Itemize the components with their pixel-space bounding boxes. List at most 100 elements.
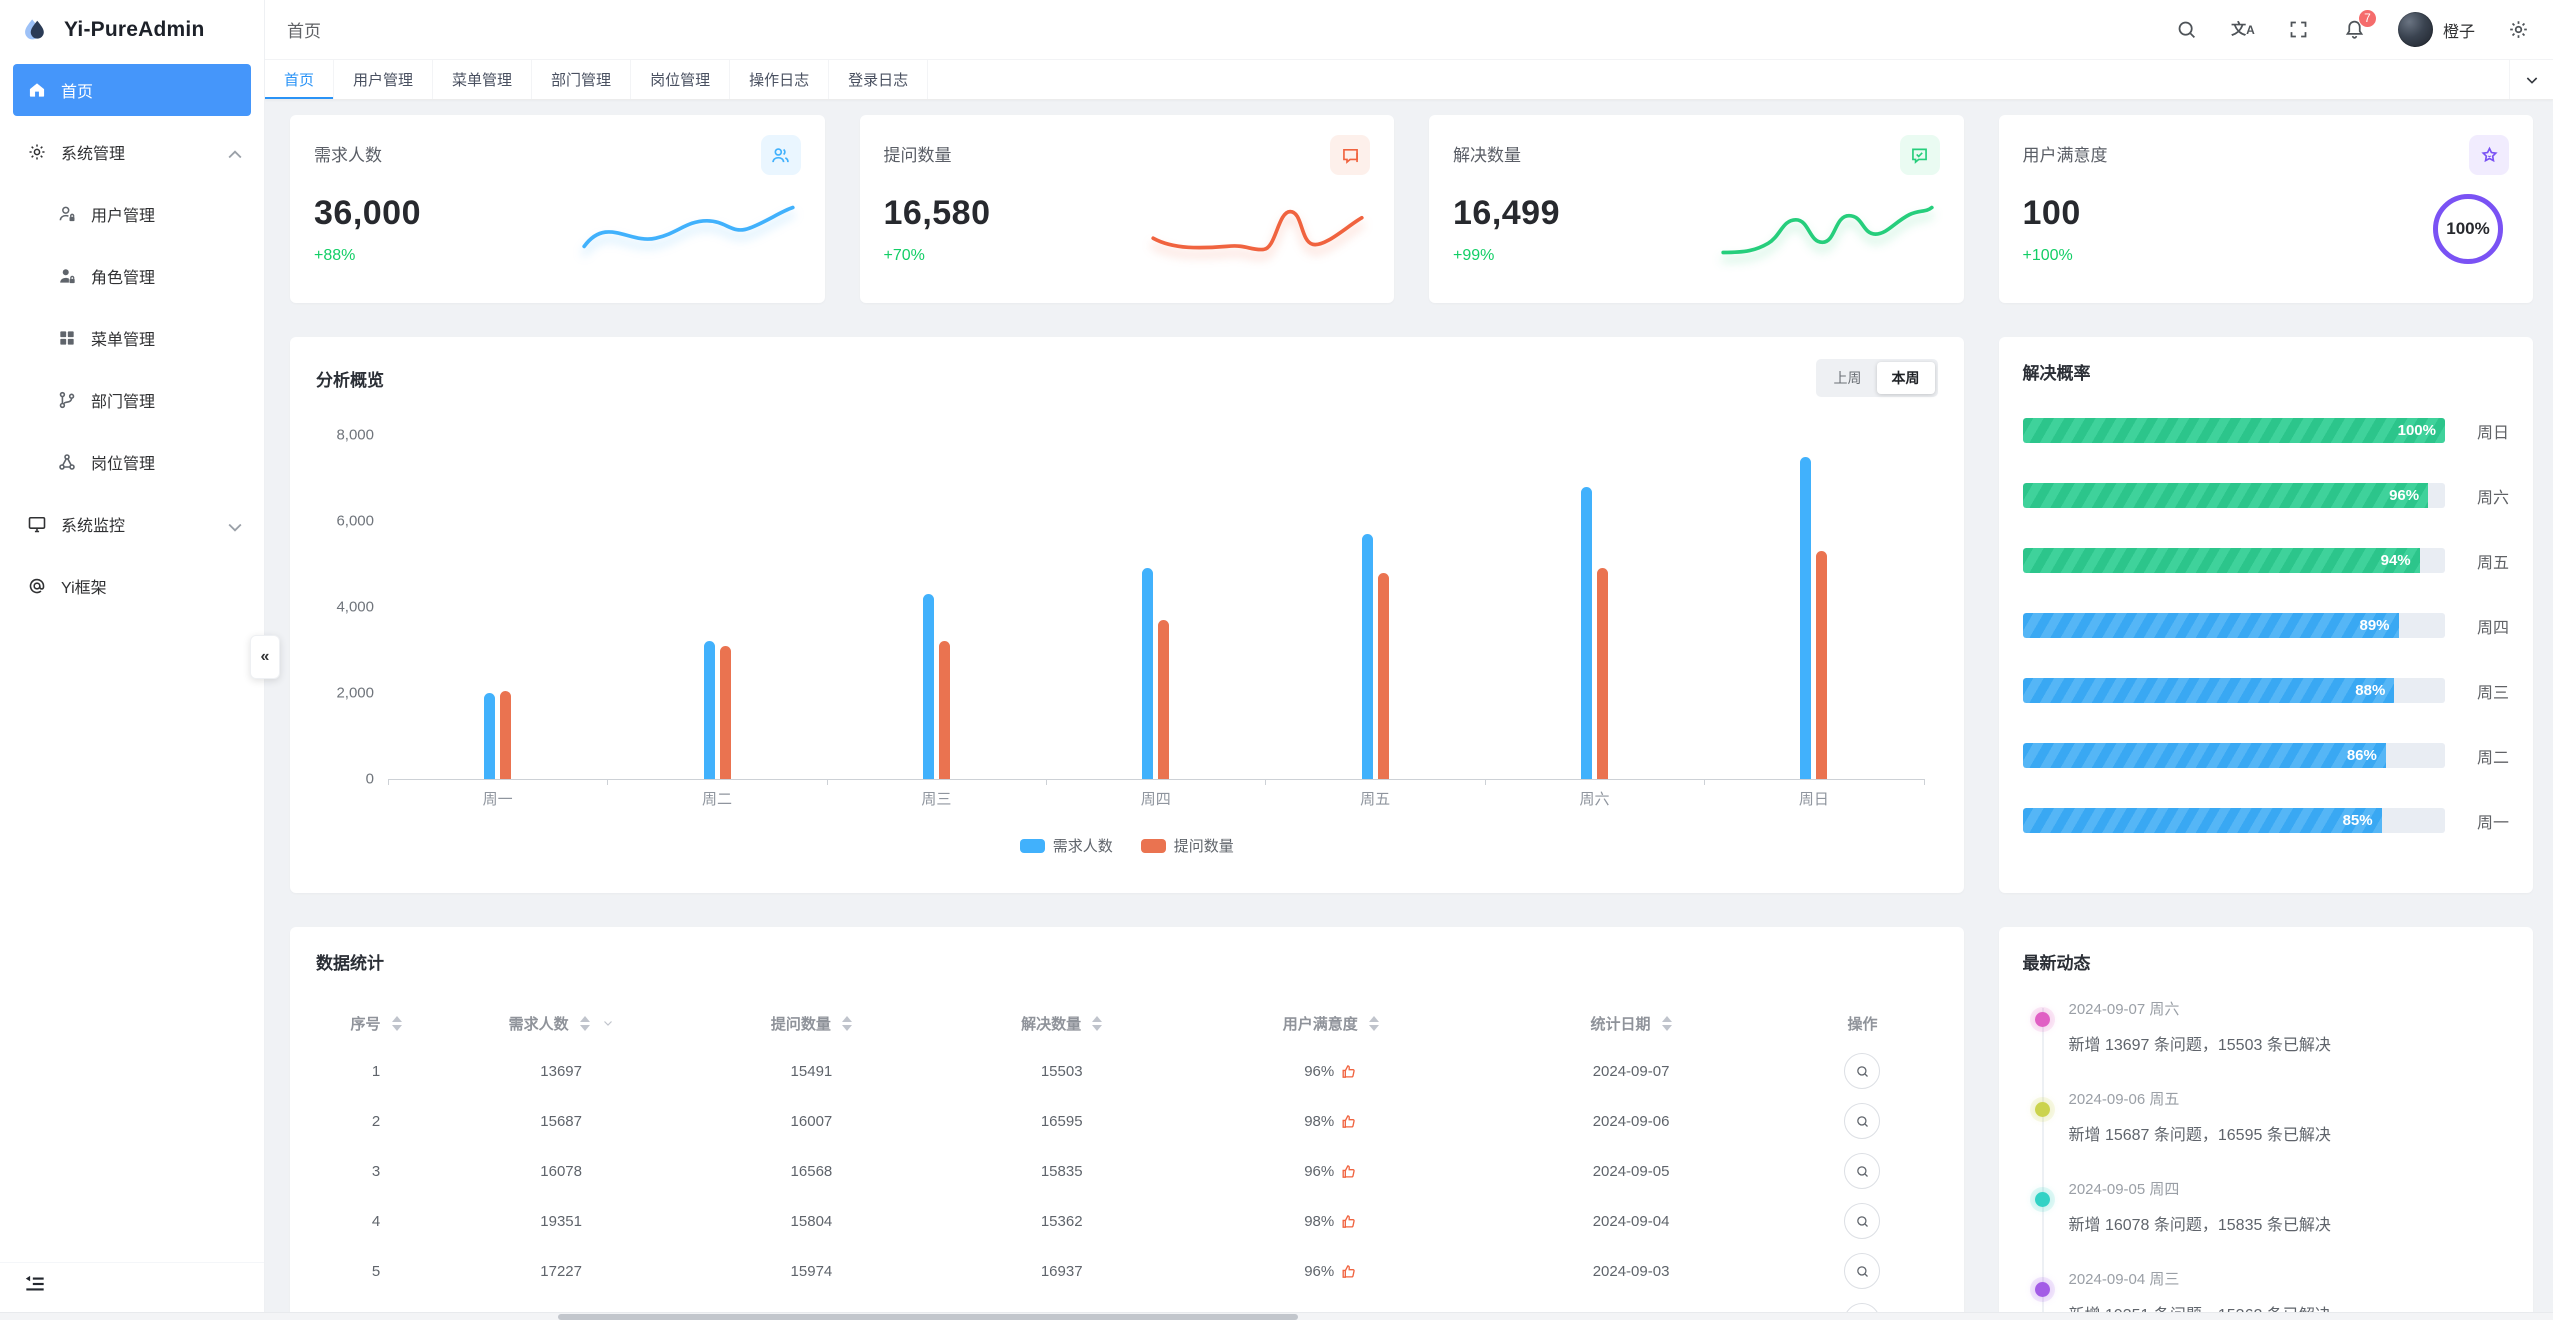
stat-value: 16,499 — [1453, 193, 1560, 232]
settings-gear-icon[interactable] — [2505, 17, 2531, 43]
chat-icon — [1330, 135, 1370, 175]
username: 橙子 — [2442, 23, 2475, 41]
sidebar-item-0[interactable]: 首页 — [13, 64, 251, 116]
solve-title: 解决概率 — [2022, 364, 2091, 383]
view-detail-button[interactable] — [1844, 1203, 1881, 1239]
solve-probability-rows: 100% 周日 96% 周六 94% 周五 89% 周四 88% 周三 86% … — [2022, 418, 2509, 833]
search-icon[interactable] — [2174, 17, 2200, 43]
sort-carets[interactable] — [1368, 1015, 1379, 1031]
cell-date: 2024-09-07 — [1592, 1062, 1670, 1080]
column-header-3[interactable]: 解决数量 — [937, 1013, 1187, 1034]
tab-4[interactable]: 岗位管理 — [631, 60, 731, 99]
progress-day-label: 周三 — [2476, 684, 2509, 702]
horizontal-scrollbar-thumb[interactable] — [558, 1314, 1298, 1320]
menu-fold-icon[interactable] — [22, 1271, 48, 1297]
x-axis-label: 周一 — [482, 791, 513, 808]
sidebar: Yi-PureAdmin 首页 系统管理 用户管理 角色管理 菜单管理 部门管理… — [0, 0, 280, 1320]
thumb-up-icon — [1340, 1213, 1357, 1230]
role-icon — [57, 266, 77, 286]
sidebar-subitem-1-0[interactable]: 用户管理 — [13, 188, 251, 240]
table-title: 数据统计 — [316, 954, 384, 973]
tab-1[interactable]: 用户管理 — [334, 60, 434, 99]
bell-icon[interactable]: 7 — [2342, 8, 2377, 43]
tabs-dropdown-chevron-icon[interactable] — [2509, 60, 2553, 99]
bar-提问数量-周六 — [1596, 568, 1608, 779]
satisfaction-ring: 100% — [2433, 194, 2503, 264]
progress-track: 88% — [2022, 678, 2445, 703]
bar-提问数量-周三 — [938, 641, 950, 779]
toggle-this-week[interactable]: 本周 — [1876, 362, 1935, 394]
sidebar-collapse-handle[interactable]: « — [250, 635, 280, 679]
column-header-5[interactable]: 统计日期 — [1475, 1013, 1788, 1034]
fullscreen-icon[interactable] — [2286, 17, 2312, 43]
cell-satisfaction: 98% — [1187, 1113, 1475, 1130]
table-row-2: 2 15687 16007 16595 98% 2024-09-06 — [316, 1096, 1938, 1146]
column-header-0[interactable]: 序号 — [316, 1013, 436, 1034]
toggle-last-week[interactable]: 上周 — [1833, 370, 1862, 386]
sidebar-item-3[interactable]: Yi框架 — [13, 560, 251, 612]
sort-carets[interactable] — [391, 1015, 402, 1031]
progress-day-label: 周日 — [2476, 424, 2509, 442]
solve-row-周一: 85% 周一 — [2022, 808, 2509, 833]
progress-percent: 88% — [2355, 682, 2386, 699]
user-menu[interactable]: 橙子 — [2397, 12, 2475, 47]
stat-card-questions: 提问数量 16,580 +70% — [859, 115, 1394, 303]
sidebar-subitem-1-1[interactable]: 角色管理 — [13, 250, 251, 302]
sidebar-subitem-1-2[interactable]: 菜单管理 — [13, 312, 251, 364]
cell-question: 16007 — [790, 1112, 833, 1130]
legend-提问数量[interactable]: 提问数量 — [1140, 835, 1234, 856]
stat-card-satisfaction: 用户满意度 100 +100% 100% — [1998, 115, 2533, 303]
progress-fill: 89% — [2022, 613, 2399, 638]
satisfaction-value: 96% — [1304, 1062, 1335, 1080]
stat-card-solved: 解决数量 16,499 +99% — [1429, 115, 1964, 303]
view-detail-button[interactable] — [1844, 1103, 1881, 1139]
sort-carets[interactable] — [579, 1015, 590, 1031]
sidebar-item-2[interactable]: 系统监控 — [13, 498, 251, 550]
axis-tick — [1265, 779, 1267, 785]
column-header-1[interactable]: 需求人数 — [436, 1013, 686, 1034]
view-detail-button[interactable] — [1844, 1253, 1881, 1289]
axis-tick — [607, 779, 609, 785]
stat-delta: +70% — [883, 246, 925, 264]
solve-row-周六: 96% 周六 — [2022, 483, 2509, 508]
statistics-table: 序号 需求人数 提问数量 解决数量 用户满意度 统计日期 操作 1 13697 15491 … — [316, 1000, 1938, 1320]
column-header-4[interactable]: 用户满意度 — [1187, 1013, 1475, 1034]
view-detail-button[interactable] — [1844, 1153, 1881, 1189]
cell-index: 5 — [371, 1262, 381, 1280]
stat-value: 36,000 — [314, 193, 421, 232]
bar-group-周二 — [607, 435, 826, 779]
column-header-2[interactable]: 提问数量 — [686, 1013, 936, 1034]
sidebar-item-1[interactable]: 系统管理 — [13, 126, 251, 178]
sidebar-footer — [0, 1262, 264, 1310]
tab-2[interactable]: 菜单管理 — [433, 60, 533, 99]
users-icon — [760, 135, 801, 175]
tab-6[interactable]: 登录日志 — [829, 60, 929, 99]
tab-0[interactable]: 首页 — [265, 60, 335, 99]
progress-fill: 85% — [2022, 808, 2382, 833]
tab-5[interactable]: 操作日志 — [730, 60, 830, 99]
breadcrumb[interactable]: 首页 — [287, 22, 321, 41]
x-axis-label: 周六 — [1579, 791, 1610, 808]
stat-delta: +100% — [2022, 246, 2073, 264]
trend-sparkline — [581, 205, 795, 249]
x-axis-label: 周日 — [1798, 791, 1829, 808]
filter-chevron-icon[interactable] — [602, 1017, 614, 1029]
tab-3[interactable]: 部门管理 — [532, 60, 632, 99]
sidebar-subitem-1-3[interactable]: 部门管理 — [13, 374, 251, 426]
sidebar-subitem-1-4[interactable]: 岗位管理 — [13, 436, 251, 488]
legend-需求人数[interactable]: 需求人数 — [1019, 835, 1113, 856]
solve-row-周三: 88% 周三 — [2022, 678, 2509, 703]
timeline-date: 2024-09-05 周四 — [2068, 1181, 2180, 1198]
timeline-dot — [2034, 1102, 2050, 1117]
app-logo[interactable]: Yi-PureAdmin — [0, 0, 264, 60]
ring-percent: 100% — [2446, 219, 2490, 238]
sort-carets[interactable] — [841, 1015, 852, 1031]
bar-需求人数-周日 — [1800, 456, 1812, 779]
sort-carets[interactable] — [1092, 1015, 1103, 1031]
sort-carets[interactable] — [1661, 1015, 1672, 1031]
view-detail-button[interactable] — [1844, 1053, 1881, 1089]
progress-day-label: 周四 — [2476, 619, 2509, 637]
chevron-up-icon — [225, 145, 242, 159]
